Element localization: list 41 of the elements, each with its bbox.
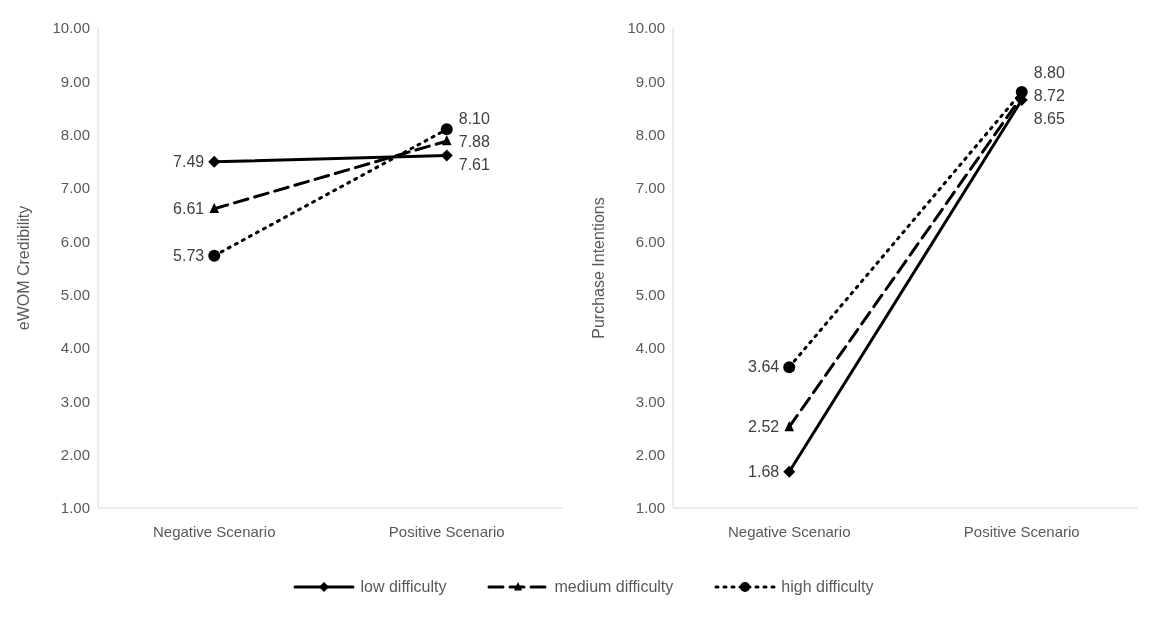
y-tick-label: 4.00 — [635, 339, 665, 357]
y-tick-label: 10.00 — [627, 19, 665, 37]
data-label: 7.49 — [173, 152, 205, 170]
legend-label: low difficulty — [360, 578, 447, 596]
y-tick-label: 2.00 — [60, 445, 90, 463]
y-tick-label: 8.00 — [635, 125, 665, 143]
data-label: 8.65 — [1033, 110, 1065, 127]
x-tick-label: Positive Scenario — [963, 522, 1080, 540]
y-tick-label: 3.00 — [60, 392, 90, 410]
y-tick-label: 2.00 — [635, 445, 665, 463]
data-label: 3.64 — [748, 358, 780, 376]
y-tick-label: 10.00 — [52, 19, 90, 37]
data-label: 8.10 — [458, 110, 490, 128]
y-tick-label: 6.00 — [635, 232, 665, 250]
y-tick-label: 4.00 — [60, 339, 90, 357]
data-label: 2.52 — [748, 417, 780, 435]
y-tick-label: 3.00 — [635, 392, 665, 410]
y-tick-label: 5.00 — [635, 285, 665, 303]
data-label: 5.73 — [173, 246, 205, 264]
y-tick-label: 9.00 — [60, 72, 90, 90]
data-label: 1.68 — [748, 462, 780, 480]
y-tick-label: 7.00 — [60, 179, 90, 197]
y-tick-label: 5.00 — [60, 285, 90, 303]
data-label: 7.61 — [458, 156, 490, 174]
y-tick-label: 9.00 — [635, 72, 665, 90]
x-tick-label: Positive Scenario — [388, 522, 505, 540]
y-tick-label: 1.00 — [635, 499, 665, 517]
y-tick-label: 6.00 — [60, 232, 90, 250]
y-axis-title: Purchase Intentions — [589, 197, 607, 339]
data-label: 6.61 — [173, 199, 205, 217]
y-tick-label: 8.00 — [60, 125, 90, 143]
legend-label: medium difficulty — [554, 578, 674, 596]
data-label: 7.88 — [458, 133, 490, 151]
legend-label: high difficulty — [781, 578, 874, 596]
x-tick-label: Negative Scenario — [152, 522, 276, 540]
data-label: 8.80 — [1033, 64, 1065, 81]
y-tick-label: 1.00 — [60, 499, 90, 517]
y-tick-label: 7.00 — [635, 179, 665, 197]
data-label: 8.72 — [1033, 87, 1065, 104]
x-tick-label: Negative Scenario — [727, 522, 851, 540]
y-axis-title: eWOM Credibility — [14, 205, 32, 331]
